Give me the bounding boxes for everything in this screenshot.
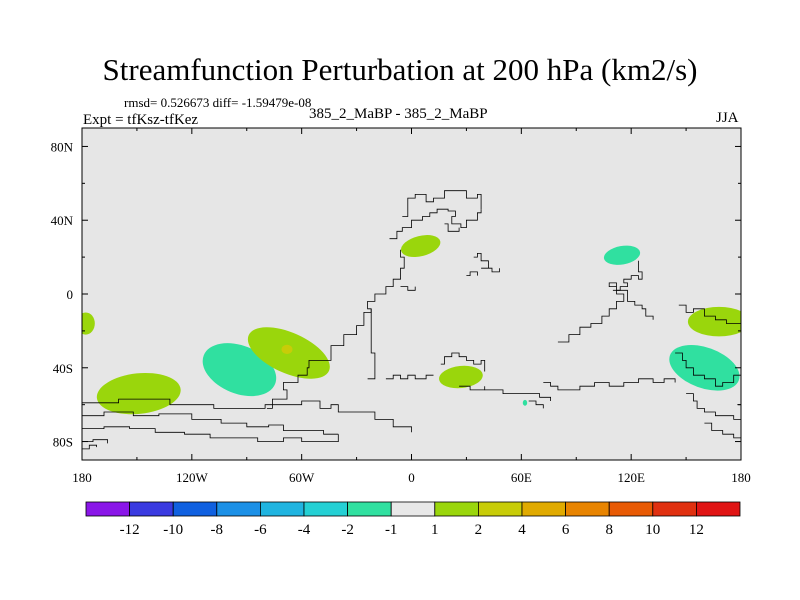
coastline-9	[402, 190, 482, 217]
colorbar-swatch-6	[347, 501, 392, 517]
coastline-18	[557, 282, 654, 343]
colorbar-label-9: 4	[518, 522, 526, 538]
colorbar-swatch-4	[259, 501, 305, 517]
season-label: JJA	[716, 110, 739, 126]
colorbar-label-2: -8	[211, 522, 224, 538]
colorbar-label-11: 8	[605, 522, 613, 538]
colorbar-swatch-1	[129, 501, 174, 517]
colorbar-label-3: -6	[254, 522, 267, 538]
y-tick-label-2: 0	[67, 287, 74, 302]
coastline-21	[675, 352, 741, 387]
coastline-2	[82, 426, 339, 442]
coastline-15	[484, 389, 551, 401]
colorbar-swatch-0	[85, 501, 130, 517]
colorbar-swatch-14	[696, 501, 741, 517]
perturbation-blob-10	[687, 306, 741, 337]
perturbation-blob-6	[603, 245, 641, 265]
stats-line: rmsd= 0.526673 diff= -1.59479e-08	[124, 95, 312, 110]
coastline-25	[466, 271, 478, 276]
coastline-4	[82, 444, 97, 450]
colorbar-swatch-5	[303, 501, 348, 517]
x-tick-label-6: 180	[731, 470, 751, 485]
coastline-17	[543, 378, 676, 391]
coastline-10	[444, 223, 460, 232]
experiment-label: Expt = tfKsz-tfKez	[83, 112, 199, 128]
colorbar-swatch-10	[521, 501, 566, 517]
colorbar-label-4: -4	[298, 522, 311, 538]
coastline-14	[459, 385, 486, 391]
colorbar-swatch-2	[172, 501, 218, 517]
coastline-16	[528, 400, 544, 409]
coastline-0	[82, 398, 412, 433]
coastline-23	[704, 422, 741, 442]
colorbar-swatch-9	[477, 501, 523, 517]
x-tick-label-5: 120E	[617, 470, 645, 485]
colorbar-label-6: -1	[385, 522, 398, 538]
y-tick-label-1: 40N	[51, 213, 74, 228]
coastline-1	[82, 411, 339, 435]
colorbar-swatch-12	[608, 501, 654, 517]
coastline-26	[481, 267, 500, 273]
coastline-3	[82, 439, 108, 444]
coastline-13	[440, 352, 486, 372]
perturbation-blob-9	[669, 344, 740, 391]
x-tick-label-3: 0	[408, 470, 415, 485]
subtitle: 385_2_MaBP - 385_2_MaBP	[309, 106, 488, 122]
y-tick-label-3: 40S	[53, 361, 73, 376]
x-tick-label-1: 120W	[176, 470, 209, 485]
chart-title: Streamfunction Perturbation at 200 hPa (…	[102, 52, 698, 87]
plot-background	[82, 128, 741, 460]
colorbar-label-10: 6	[562, 522, 570, 538]
coastline-5	[266, 325, 357, 409]
coastline-12	[385, 374, 434, 380]
coastline-20	[678, 304, 741, 324]
perturbation-blob-0	[96, 372, 181, 415]
colorbar-swatch-7	[390, 501, 436, 517]
x-tick-label-4: 60E	[511, 470, 532, 485]
coastline-11	[473, 253, 489, 269]
colorbar-label-5: -2	[341, 522, 354, 538]
perturbation-blob-4	[82, 312, 95, 335]
colorbar-swatch-13	[652, 501, 697, 517]
x-tick-label-0: 180	[72, 470, 92, 485]
colorbar-label-0: -12	[120, 522, 140, 538]
coastline-7	[356, 308, 372, 326]
y-tick-label-0: 80N	[51, 139, 74, 154]
colorbar-label-12: 10	[645, 522, 660, 538]
colorbar-swatch-3	[216, 501, 261, 517]
colorbar-swatch-8	[434, 501, 479, 517]
colorbar-label-1: -10	[163, 522, 183, 538]
perturbation-blob-3	[281, 344, 293, 354]
colorbar-label-13: 12	[689, 522, 704, 538]
x-tick-label-2: 60W	[289, 470, 315, 485]
coastline-6	[367, 249, 405, 380]
perturbation-blob-5	[400, 235, 441, 258]
coastline-19	[612, 260, 643, 291]
coastline-22	[686, 393, 741, 424]
perturbation-blob-7	[439, 365, 483, 389]
colorbar-label-7: 1	[431, 522, 439, 538]
coastline-8	[389, 208, 482, 240]
coastline-27	[400, 286, 416, 291]
colorbar-swatch-11	[565, 501, 610, 517]
y-tick-label-4: 80S	[53, 435, 73, 450]
perturbation-blob-8	[522, 399, 528, 406]
colorbar-label-8: 2	[475, 522, 483, 538]
